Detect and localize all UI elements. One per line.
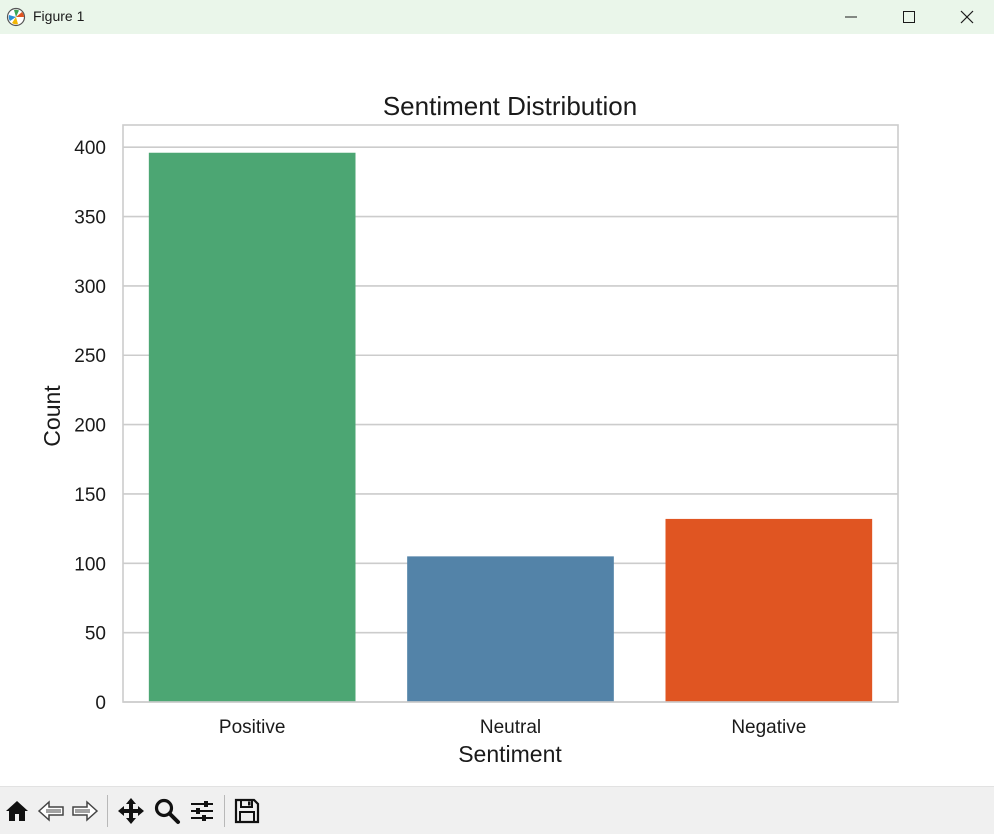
minimize-button[interactable] <box>822 0 880 34</box>
figure-canvas[interactable]: Sentiment Distribution 0 50 100 150 200 250 30… <box>0 34 994 786</box>
back-button[interactable] <box>35 795 67 827</box>
close-icon <box>960 10 974 24</box>
y-tick-label: 300 <box>74 277 106 298</box>
bars <box>148 152 873 703</box>
matplotlib-logo-icon <box>6 7 26 27</box>
configure-subplots-icon <box>191 801 213 821</box>
plot-frame <box>122 124 899 703</box>
x-axis-label: Sentiment <box>458 741 562 767</box>
forward-icon <box>72 800 99 822</box>
bar-positive <box>148 152 356 703</box>
bar-negative <box>665 518 873 702</box>
navigation-toolbar <box>0 786 994 834</box>
maximize-icon <box>903 11 915 23</box>
window-title: Figure 1 <box>33 8 85 24</box>
y-tick-label: 50 <box>85 624 106 645</box>
y-tick-label: 0 <box>95 693 106 714</box>
pan-icon <box>118 798 144 824</box>
pan-button[interactable] <box>115 795 147 827</box>
y-tick-label: 100 <box>74 554 106 575</box>
save-button[interactable] <box>231 795 263 827</box>
y-tick-label: 150 <box>74 485 106 506</box>
x-tick-labels: Positive Neutral Negative <box>219 717 806 738</box>
title-bar: Figure 1 <box>0 0 994 34</box>
zoom-icon <box>154 798 180 824</box>
maximize-button[interactable] <box>880 0 938 34</box>
y-tick-label: 400 <box>74 138 106 159</box>
y-tick-label: 200 <box>74 416 106 437</box>
save-icon <box>234 798 260 824</box>
bar-chart: Sentiment Distribution 0 50 100 150 200 250 30… <box>39 91 899 767</box>
y-tick-labels: 0 50 100 150 200 250 300 350 400 <box>74 138 106 714</box>
home-button[interactable] <box>1 795 33 827</box>
x-tick-label: Positive <box>219 717 286 738</box>
home-icon <box>6 801 28 821</box>
toolbar-separator <box>107 795 108 827</box>
chart-title: Sentiment Distribution <box>383 91 637 121</box>
y-axis-label: Count <box>39 385 65 447</box>
close-button[interactable] <box>938 0 994 34</box>
x-tick-label: Negative <box>731 717 806 738</box>
x-tick-label: Neutral <box>480 717 541 738</box>
minimize-icon <box>845 16 857 18</box>
zoom-button[interactable] <box>151 795 183 827</box>
toolbar-separator <box>224 795 225 827</box>
configure-subplots-button[interactable] <box>186 795 218 827</box>
back-icon <box>37 800 64 822</box>
forward-button[interactable] <box>69 795 101 827</box>
bar-neutral <box>407 556 614 702</box>
y-tick-label: 250 <box>74 346 106 367</box>
y-tick-label: 350 <box>74 208 106 229</box>
